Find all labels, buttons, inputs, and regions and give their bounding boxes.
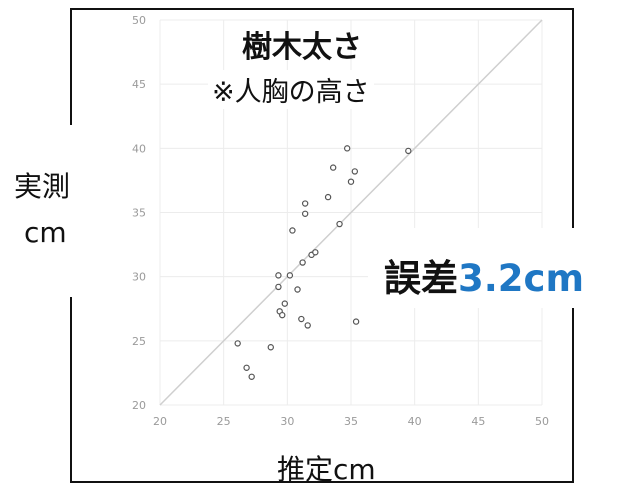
data-point-12 — [298, 315, 305, 323]
ylabel-background — [0, 125, 104, 297]
data-point-20 — [329, 164, 337, 171]
scatter-plot: 20 25 30 35 40 45 50 20 25 30 35 40 45 50 — [132, 14, 549, 428]
error-annotation: 誤差3.2cm — [384, 248, 584, 302]
data-point-1 — [243, 364, 250, 371]
data-point-19 — [324, 193, 332, 201]
data-point-4 — [275, 272, 282, 279]
y-axis-label-line2: cm — [24, 216, 67, 249]
data-point-23 — [347, 178, 355, 185]
reference-line — [159, 19, 543, 406]
data-point-25 — [352, 318, 360, 325]
data-point-15 — [301, 210, 309, 217]
data-point-10 — [289, 227, 296, 234]
data-point-24 — [351, 168, 359, 175]
data-point-3 — [267, 344, 274, 351]
x-tick-label-4: 40 — [408, 415, 422, 428]
data-point-2 — [248, 373, 255, 380]
x-tick-label-5: 45 — [471, 415, 485, 428]
y-tick-label-2: 30 — [132, 271, 146, 284]
data-point-7 — [279, 311, 286, 319]
y-axis-label-line1: 実測 — [14, 170, 71, 203]
chart-subtitle: ※人胸の高さ — [208, 70, 374, 109]
error-annotation-value: 3.2cm — [458, 257, 585, 300]
x-tick-label-0: 20 — [153, 415, 167, 428]
data-point-11 — [294, 286, 301, 293]
x-tick-label-3: 35 — [344, 415, 358, 428]
y-tick-label-6: 50 — [132, 14, 146, 27]
data-point-14 — [301, 200, 309, 207]
y-tick-label-1: 25 — [132, 335, 146, 348]
y-tick-label-0: 20 — [132, 399, 146, 412]
data-point-21 — [336, 220, 343, 228]
error-annotation-prefix: 誤差 — [384, 257, 458, 300]
x-tick-label-1: 25 — [217, 415, 231, 428]
x-axis-label: 推定cm — [277, 453, 376, 486]
y-tick-label-3: 35 — [132, 207, 146, 220]
data-point-16 — [304, 322, 311, 329]
chart-title: 樹木太さ — [242, 30, 362, 65]
data-point-13 — [299, 259, 306, 266]
data-point-18 — [312, 249, 319, 256]
x-tick-label-2: 30 — [280, 415, 294, 428]
x-tick-label-6: 50 — [535, 415, 549, 428]
y-tick-label-4: 40 — [132, 142, 146, 155]
y-tick-label-5: 45 — [132, 78, 146, 91]
data-point-26 — [405, 147, 412, 155]
data-point-5 — [275, 283, 282, 291]
data-point-22 — [343, 145, 351, 152]
data-point-9 — [286, 272, 294, 279]
annotation-background — [368, 228, 633, 308]
data-point-8 — [281, 300, 288, 307]
data-point-0 — [234, 340, 241, 347]
